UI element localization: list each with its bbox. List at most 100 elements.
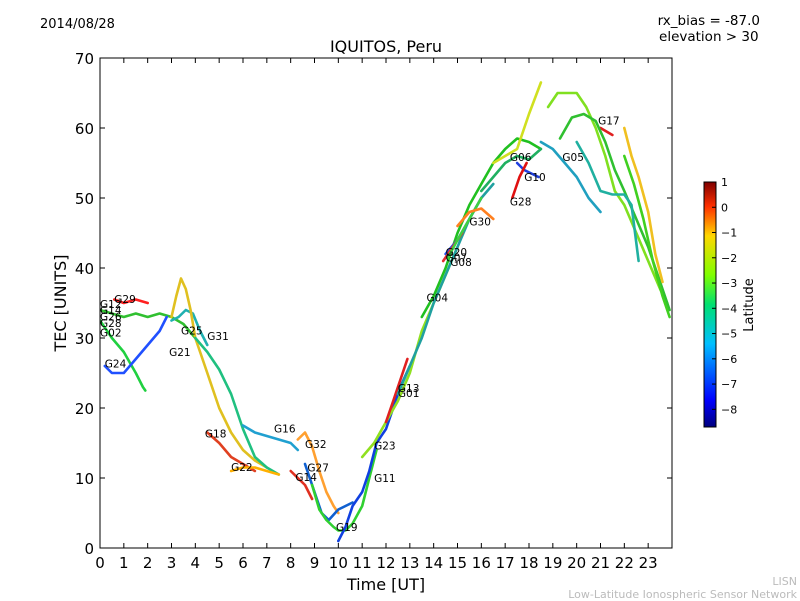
series-trace-g28-25 bbox=[510, 161, 528, 200]
x-tick-label: 23 bbox=[639, 554, 658, 572]
colorbar-tick-label: −3 bbox=[721, 277, 737, 290]
y-tick-label: 0 bbox=[84, 540, 94, 558]
series-trace-g10-24 bbox=[515, 161, 540, 179]
series-trace-g32-10 bbox=[296, 431, 340, 515]
axes: 0 1 2 3 4 5 6 7 8 9 10 11 12 13 14 15 16 17 18 19 20 21 22 2301… bbox=[75, 50, 672, 572]
series-trace-g25-3 bbox=[170, 308, 209, 347]
series-trace-g14-11 bbox=[289, 469, 314, 501]
x-tick-label: 11 bbox=[353, 554, 372, 572]
satellite-label-7: G31 bbox=[207, 331, 229, 343]
series-trace-g21-4 bbox=[170, 277, 269, 469]
x-tick-label: 3 bbox=[167, 554, 177, 572]
series-trace-g15-31 bbox=[575, 140, 640, 263]
x-tick-label: 22 bbox=[615, 554, 634, 572]
rx-bias-label: rx_bias = -87.0 bbox=[657, 13, 760, 29]
y-tick-label: 30 bbox=[75, 330, 94, 348]
satellite-label-27: G10 bbox=[524, 172, 546, 184]
chart-title: IQUITOS, Peru bbox=[329, 37, 443, 56]
series-trace-g06-23 bbox=[480, 147, 543, 193]
x-tick-label: 14 bbox=[424, 554, 443, 572]
latitude-colorbar: 1 0 −1 −2 −3 −4 −5 −6 −7 −8 Latitude bbox=[703, 176, 757, 428]
x-tick-label: 16 bbox=[472, 554, 491, 572]
satellite-label-24: G08 bbox=[450, 257, 472, 269]
series-trace-g03-28 bbox=[492, 81, 543, 165]
x-tick-label: 4 bbox=[191, 554, 201, 572]
x-tick-label: 1 bbox=[119, 554, 129, 572]
x-tick-label: 19 bbox=[543, 554, 562, 572]
tec-series-layer bbox=[100, 81, 671, 543]
colorbar-label: Latitude bbox=[742, 278, 757, 332]
colorbar-ticks: 1 0 −1 −2 −3 −4 −5 −6 −7 −8 bbox=[712, 176, 737, 416]
y-axis-label: TEC [UNITS] bbox=[51, 255, 70, 353]
colorbar-tick-label: 1 bbox=[721, 176, 728, 189]
series-trace-g34-33 bbox=[623, 126, 664, 284]
satellite-label-21: G04 bbox=[427, 293, 449, 305]
satellite-label-16: G19 bbox=[336, 522, 358, 534]
satellite-label-1: G29 bbox=[114, 294, 136, 306]
x-tick-label: 5 bbox=[214, 554, 224, 572]
satellite-label-10: G18 bbox=[205, 428, 227, 440]
x-axis-label: Time [UT] bbox=[346, 575, 425, 594]
x-tick-label: 15 bbox=[448, 554, 467, 572]
x-tick-label: 6 bbox=[238, 554, 248, 572]
y-tick-label: 20 bbox=[75, 400, 94, 418]
footer-org-long: Low-Latitude Ionospheric Sensor Network bbox=[568, 588, 797, 601]
series-trace-g24-6 bbox=[103, 315, 168, 375]
colorbar-gradient bbox=[703, 181, 717, 428]
series-trace-g16-9 bbox=[241, 424, 300, 452]
series-trace-g13-16 bbox=[384, 357, 409, 424]
colorbar-tick-label: −2 bbox=[721, 252, 737, 265]
satellite-label-29: G05 bbox=[562, 152, 584, 164]
series-trace-g29-1 bbox=[113, 298, 149, 305]
series-trace-g31-5 bbox=[194, 336, 281, 476]
x-tick-label: 0 bbox=[95, 554, 105, 572]
colorbar-tick-label: −4 bbox=[721, 302, 737, 315]
satellite-label-4: G28 bbox=[100, 318, 122, 330]
colorbar-tick-label: −1 bbox=[721, 227, 737, 240]
series-trace-g19-13 bbox=[310, 448, 378, 532]
x-tick-label: 10 bbox=[329, 554, 348, 572]
footer-credit: LISN Low-Latitude Ionospheric Sensor Net… bbox=[568, 575, 797, 601]
x-tick-label: 9 bbox=[310, 554, 320, 572]
satellite-label-6: G25 bbox=[181, 326, 203, 338]
satellite-label-20: G01 bbox=[398, 388, 420, 400]
series-trace-g30-22 bbox=[456, 207, 495, 228]
x-tick-label: 21 bbox=[591, 554, 610, 572]
satellite-label-18: G11 bbox=[374, 473, 396, 485]
elevation-label: elevation > 30 bbox=[659, 29, 759, 45]
satellite-label-26: G06 bbox=[510, 152, 532, 164]
satellite-label-30: G17 bbox=[598, 116, 620, 128]
y-tick-label: 70 bbox=[75, 50, 94, 68]
satellite-label-25: G30 bbox=[469, 216, 491, 228]
series-trace-g33-32 bbox=[623, 154, 671, 319]
x-tick-label: 2 bbox=[143, 554, 153, 572]
x-tick-label: 18 bbox=[519, 554, 538, 572]
x-tick-label: 17 bbox=[496, 554, 515, 572]
satellite-label-14: G27 bbox=[307, 463, 329, 475]
series-trace-g17-27 bbox=[599, 126, 614, 137]
date-label: 2014/08/28 bbox=[40, 17, 115, 32]
satellite-label-15: G14 bbox=[295, 472, 317, 484]
colorbar-tick-label: 0 bbox=[721, 201, 728, 214]
x-tick-label: 20 bbox=[567, 554, 586, 572]
y-tick-label: 40 bbox=[75, 260, 94, 278]
satellite-label-3: G26 bbox=[100, 312, 122, 324]
x-tick-label: 7 bbox=[262, 554, 272, 572]
satellite-label-8: G21 bbox=[169, 347, 191, 359]
y-tick-label: 10 bbox=[75, 470, 94, 488]
y-tick-label: 50 bbox=[75, 190, 94, 208]
y-tick-label: 60 bbox=[75, 120, 94, 138]
series-trace-g08-21 bbox=[446, 196, 483, 259]
satellite-label-5: G02 bbox=[100, 328, 122, 340]
series-trace-g12-0 bbox=[100, 308, 197, 340]
satellite-label-9: G24 bbox=[105, 358, 127, 370]
receiver-info: rx_bias = -87.0 elevation > 30 bbox=[658, 13, 760, 45]
footer-org-short: LISN bbox=[772, 575, 797, 588]
colorbar-tick-label: −8 bbox=[721, 403, 737, 416]
series-trace-g22-8 bbox=[229, 466, 281, 476]
satellite-label-2: G14 bbox=[100, 305, 122, 317]
satellite-label-22: G20 bbox=[446, 247, 468, 259]
series-trace-g05-26 bbox=[539, 140, 602, 214]
